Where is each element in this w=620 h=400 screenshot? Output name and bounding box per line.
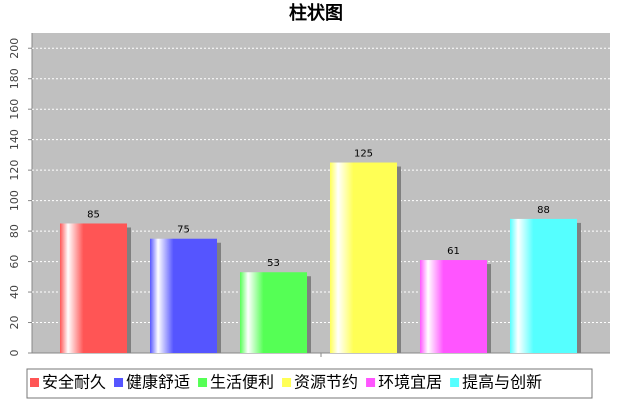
data-label: 125 <box>354 149 373 160</box>
y-tick-label: 80 <box>8 224 21 238</box>
y-tick-label: 100 <box>8 190 21 211</box>
y-tick-label: 20 <box>8 316 21 330</box>
legend-swatch <box>30 378 39 387</box>
legend-label: 健康舒适 <box>126 373 190 392</box>
data-label: 61 <box>447 246 460 257</box>
bar <box>240 272 307 353</box>
data-label: 85 <box>87 209 100 220</box>
legend-swatch <box>114 378 124 387</box>
legend-label: 资源节约 <box>294 373 358 392</box>
y-tick-label: 120 <box>8 160 21 181</box>
legend-swatch <box>282 378 292 387</box>
legend-swatch <box>450 378 460 387</box>
y-tick-label: 200 <box>8 38 21 59</box>
y-tick-label: 60 <box>8 255 21 269</box>
y-tick-label: 40 <box>8 285 21 299</box>
bar <box>60 223 127 353</box>
bar <box>420 260 487 353</box>
data-label: 88 <box>537 205 550 216</box>
data-label: 53 <box>267 258 280 269</box>
data-label: 75 <box>177 225 190 236</box>
chart-title: 柱状图 <box>289 2 343 24</box>
legend-swatch <box>198 378 208 387</box>
y-tick-label: 160 <box>8 99 21 120</box>
legend-label: 提高与创新 <box>462 373 542 392</box>
legend-label: 生活便利 <box>210 373 274 392</box>
y-tick-label: 0 <box>8 350 21 357</box>
legend-label: 安全耐久 <box>42 373 106 392</box>
legend-label: 环境宜居 <box>378 373 442 392</box>
y-tick-label: 180 <box>8 68 21 89</box>
bar <box>150 238 217 353</box>
legend-swatch <box>366 378 376 387</box>
bar <box>330 162 397 353</box>
y-tick-label: 140 <box>8 129 21 150</box>
bar <box>510 218 577 353</box>
